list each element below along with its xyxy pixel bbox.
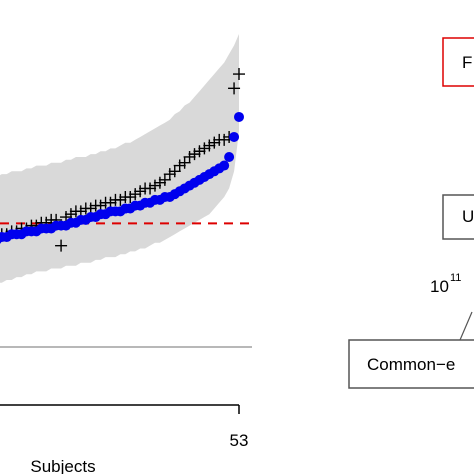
cross-point (183, 150, 196, 163)
annotation-box-middle-text: U (462, 207, 474, 226)
dot-point (229, 131, 240, 142)
annotation-box-bottom-text: Common−e (367, 355, 455, 374)
cross-point (144, 182, 157, 195)
annotation-box-middle (442, 194, 474, 240)
cross-point (134, 185, 147, 198)
cross-point (218, 133, 231, 146)
cross-point (158, 173, 171, 186)
annotation-number-base: 10 (430, 277, 449, 296)
dot-point (224, 151, 235, 162)
band-area (0, 34, 239, 283)
annotation-number-exponent: 11 (450, 272, 461, 284)
cross-point (233, 68, 245, 81)
connector-bottom (459, 311, 473, 341)
cross-point (188, 148, 201, 161)
cross-point (173, 159, 186, 172)
annotation-box-bottom (348, 339, 474, 389)
x-axis-label: Subjects (30, 457, 95, 474)
cross-point (153, 176, 166, 189)
dot-series (0, 111, 244, 244)
cross-point (228, 82, 241, 95)
cross-point (198, 142, 211, 155)
cross-point (208, 136, 221, 149)
annotation-panel: F U 10 11 Common−e (348, 37, 474, 389)
cross-point (114, 193, 127, 206)
annotation-box-top-text: F (462, 53, 472, 72)
dot-point (219, 160, 230, 171)
x-tick-label: 53 (230, 431, 249, 450)
cross-point (148, 179, 161, 192)
cross-point (168, 165, 181, 178)
annotation-box-top (442, 37, 474, 87)
cross-point (124, 191, 137, 204)
x-axis: 53 Subjects (0, 404, 249, 474)
cross-point (193, 145, 206, 158)
uncertainty-band (0, 34, 239, 283)
cross-point (55, 239, 68, 252)
cross-point (203, 139, 216, 152)
cross-point (163, 168, 176, 181)
cross-point (129, 188, 142, 201)
dot-point (234, 111, 244, 122)
cross-point (178, 156, 191, 169)
